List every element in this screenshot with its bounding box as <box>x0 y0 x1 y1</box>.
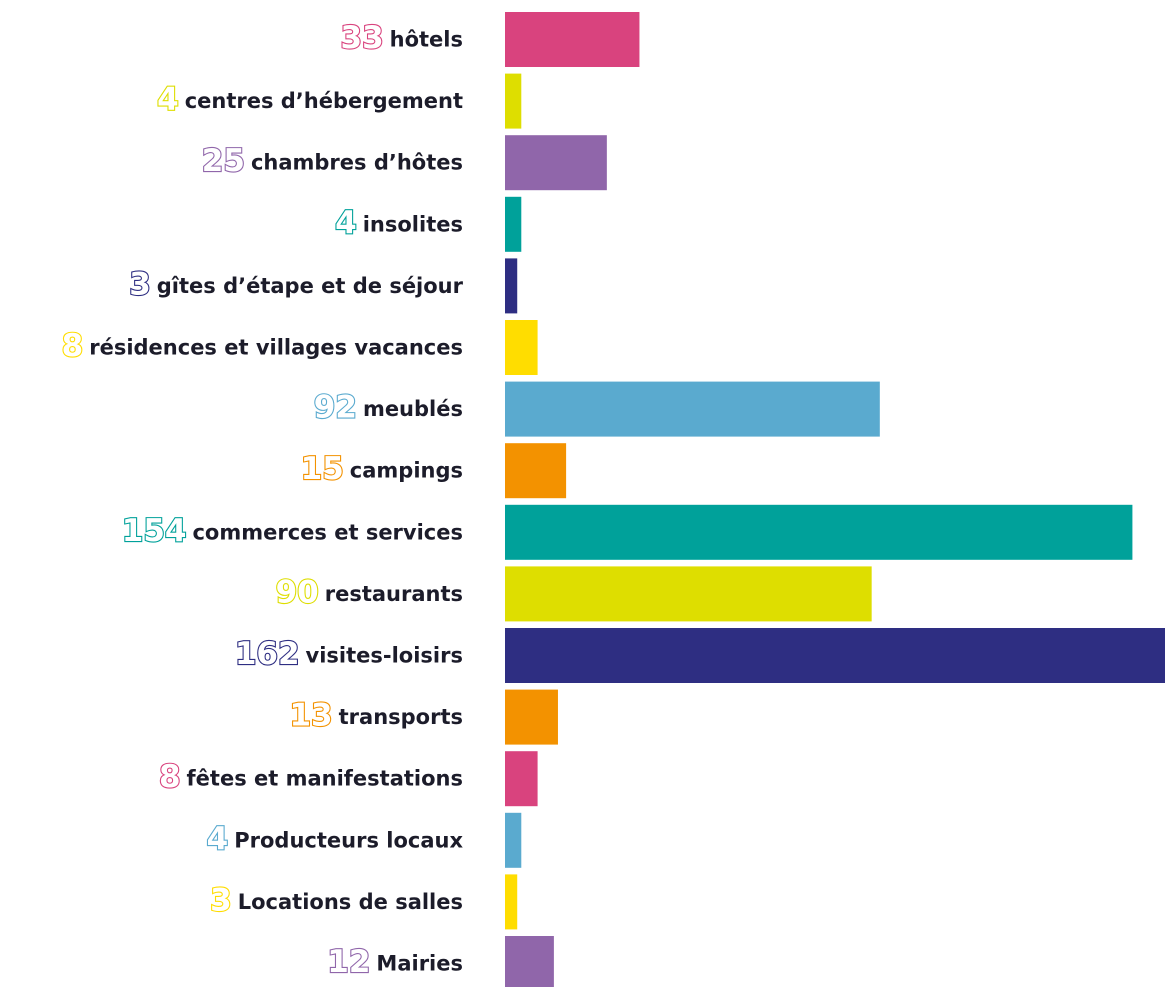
bar <box>505 135 607 191</box>
category-label: résidences et villages vacances <box>89 336 463 360</box>
bar <box>505 628 1165 683</box>
value-label: 4 <box>157 82 179 118</box>
value-label: 3 <box>129 266 151 302</box>
bar <box>505 258 518 314</box>
category-label: Mairies <box>376 952 463 976</box>
value-label: 90 <box>276 574 319 610</box>
value-label: 4 <box>335 205 357 241</box>
value-label: 15 <box>301 451 344 487</box>
value-label: 162 <box>235 636 300 672</box>
bar <box>505 566 872 622</box>
value-label: 3 <box>210 882 232 918</box>
category-label: transports <box>339 705 463 729</box>
category-label: hôtels <box>390 28 463 52</box>
category-label: fêtes et manifestations <box>187 767 463 791</box>
category-label: gîtes d’étape et de séjour <box>157 274 464 298</box>
value-label: 154 <box>122 513 187 549</box>
category-label: insolites <box>363 212 463 236</box>
bar <box>505 320 538 375</box>
bar <box>505 381 880 437</box>
category-label: Producteurs locaux <box>234 828 463 852</box>
category-label: meublés <box>363 397 463 421</box>
bar <box>505 812 522 868</box>
category-label: restaurants <box>325 582 463 606</box>
bar <box>505 196 522 252</box>
category-label: Locations de salles <box>238 890 463 914</box>
value-label: 25 <box>202 143 245 179</box>
value-label: 13 <box>289 698 332 734</box>
bar <box>505 751 538 807</box>
value-label: 92 <box>314 390 357 426</box>
bar <box>505 874 518 930</box>
value-label: 12 <box>327 944 370 980</box>
value-label: 33 <box>341 20 384 56</box>
bar <box>505 689 558 745</box>
value-label: 4 <box>207 821 229 857</box>
bar <box>505 936 554 987</box>
category-label: commerces et services <box>192 520 463 544</box>
bar <box>505 73 522 129</box>
bar <box>505 504 1133 560</box>
value-label: 8 <box>62 328 84 364</box>
bar <box>505 12 640 67</box>
category-label: visites-loisirs <box>306 644 463 668</box>
category-label: centres d’hébergement <box>185 89 463 113</box>
category-label: chambres d’hôtes <box>251 151 463 175</box>
bar <box>505 443 567 499</box>
category-label: campings <box>350 459 463 483</box>
value-label: 8 <box>159 759 181 795</box>
